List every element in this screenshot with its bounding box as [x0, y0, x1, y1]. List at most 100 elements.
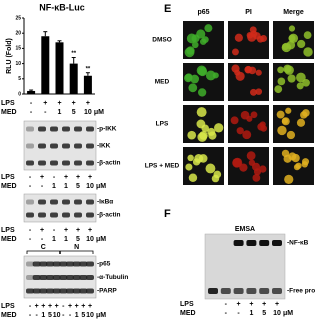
- lane-label: 10: [84, 109, 92, 116]
- cell: [296, 72, 306, 83]
- row-label: MED: [1, 236, 17, 243]
- band-label: -p-IKK: [97, 126, 117, 133]
- lane-label: 1: [64, 236, 68, 243]
- band: [86, 288, 94, 294]
- band: [46, 288, 54, 294]
- band: [62, 212, 70, 218]
- cell: [205, 163, 216, 174]
- cell: [230, 116, 239, 125]
- lane-label: +: [88, 227, 92, 234]
- lane-label: +: [88, 303, 92, 310]
- lane-label: +: [249, 301, 253, 308]
- lane-label: +: [57, 100, 61, 107]
- band: [86, 160, 94, 166]
- band: [26, 261, 34, 267]
- cell: [184, 73, 193, 83]
- lane-label: -: [29, 227, 32, 234]
- cell: [256, 35, 264, 43]
- band: [74, 160, 82, 166]
- band: [272, 288, 282, 294]
- band: [52, 275, 61, 280]
- lane-label: 5: [81, 312, 85, 319]
- band: [50, 160, 58, 166]
- bar: [27, 90, 36, 94]
- band: [259, 240, 270, 246]
- band: [62, 126, 70, 132]
- cell: [302, 78, 310, 87]
- lane-label: +: [237, 301, 241, 308]
- lane-label: 5: [76, 236, 80, 243]
- row-label: MED: [1, 109, 17, 116]
- band: [74, 212, 82, 218]
- lane-label: -: [62, 312, 65, 319]
- band: [38, 199, 46, 205]
- emsa-title: EMSA: [235, 226, 255, 233]
- band: [74, 143, 82, 149]
- lane-label: 10: [273, 310, 281, 317]
- cell: [250, 88, 257, 96]
- cell: [184, 47, 195, 58]
- row-label: MED: [155, 79, 170, 86]
- row-label: LPS: [1, 100, 15, 107]
- cell: [191, 41, 199, 49]
- lane-label: +: [88, 174, 92, 181]
- y-axis-label: RLU (Fold): [6, 38, 13, 74]
- row-label: DMSO: [152, 37, 172, 44]
- lane-label: +: [275, 301, 279, 308]
- cell: [257, 122, 265, 131]
- cell: [274, 85, 283, 94]
- lane-label: +: [55, 303, 59, 310]
- cell: [187, 154, 194, 162]
- band-label: -IKK: [97, 143, 111, 150]
- cell: [205, 70, 216, 81]
- bar: [55, 42, 64, 94]
- band: [86, 143, 94, 149]
- band: [38, 212, 46, 218]
- band: [246, 288, 257, 294]
- cell: [240, 110, 250, 120]
- row-label: MED: [1, 312, 17, 319]
- band: [50, 143, 58, 149]
- cell: [202, 36, 209, 43]
- band: [32, 261, 41, 267]
- row-label: LPS + MED: [145, 163, 180, 170]
- cell: [190, 74, 200, 84]
- panel-label: E: [164, 3, 171, 15]
- band: [50, 212, 58, 218]
- lane-label: -: [35, 312, 38, 319]
- lane-label: +: [43, 100, 47, 107]
- band: [32, 275, 41, 280]
- band: [66, 275, 74, 280]
- band: [46, 275, 54, 280]
- cell: [196, 29, 206, 39]
- cell: [286, 130, 296, 140]
- unit-label: μM: [283, 310, 293, 317]
- band: [259, 288, 270, 294]
- lane-label: 5: [76, 183, 80, 190]
- cell: [231, 48, 239, 56]
- cell: [277, 77, 286, 86]
- lane-label: -: [29, 183, 32, 190]
- cell: [296, 118, 306, 127]
- lane-label: -: [29, 312, 32, 319]
- band: [38, 143, 46, 149]
- cell: [285, 107, 292, 114]
- y-tick-label: 5: [18, 76, 21, 82]
- cell: [288, 25, 296, 32]
- cell: [297, 39, 306, 49]
- band: [26, 212, 34, 218]
- lane-label: 10: [86, 183, 94, 190]
- lane-label: +: [76, 174, 80, 181]
- cell: [291, 153, 300, 163]
- band: [26, 288, 34, 294]
- blot-membrane: [23, 193, 97, 223]
- lane-label: -: [69, 312, 72, 319]
- unit-label: μM: [96, 312, 106, 319]
- lane-label: -: [30, 100, 33, 107]
- gel: [204, 233, 286, 300]
- band: [50, 126, 58, 132]
- row-label: LPS: [180, 301, 194, 308]
- band: [39, 261, 48, 267]
- lane-label: 5: [262, 310, 266, 317]
- cell: [302, 158, 310, 166]
